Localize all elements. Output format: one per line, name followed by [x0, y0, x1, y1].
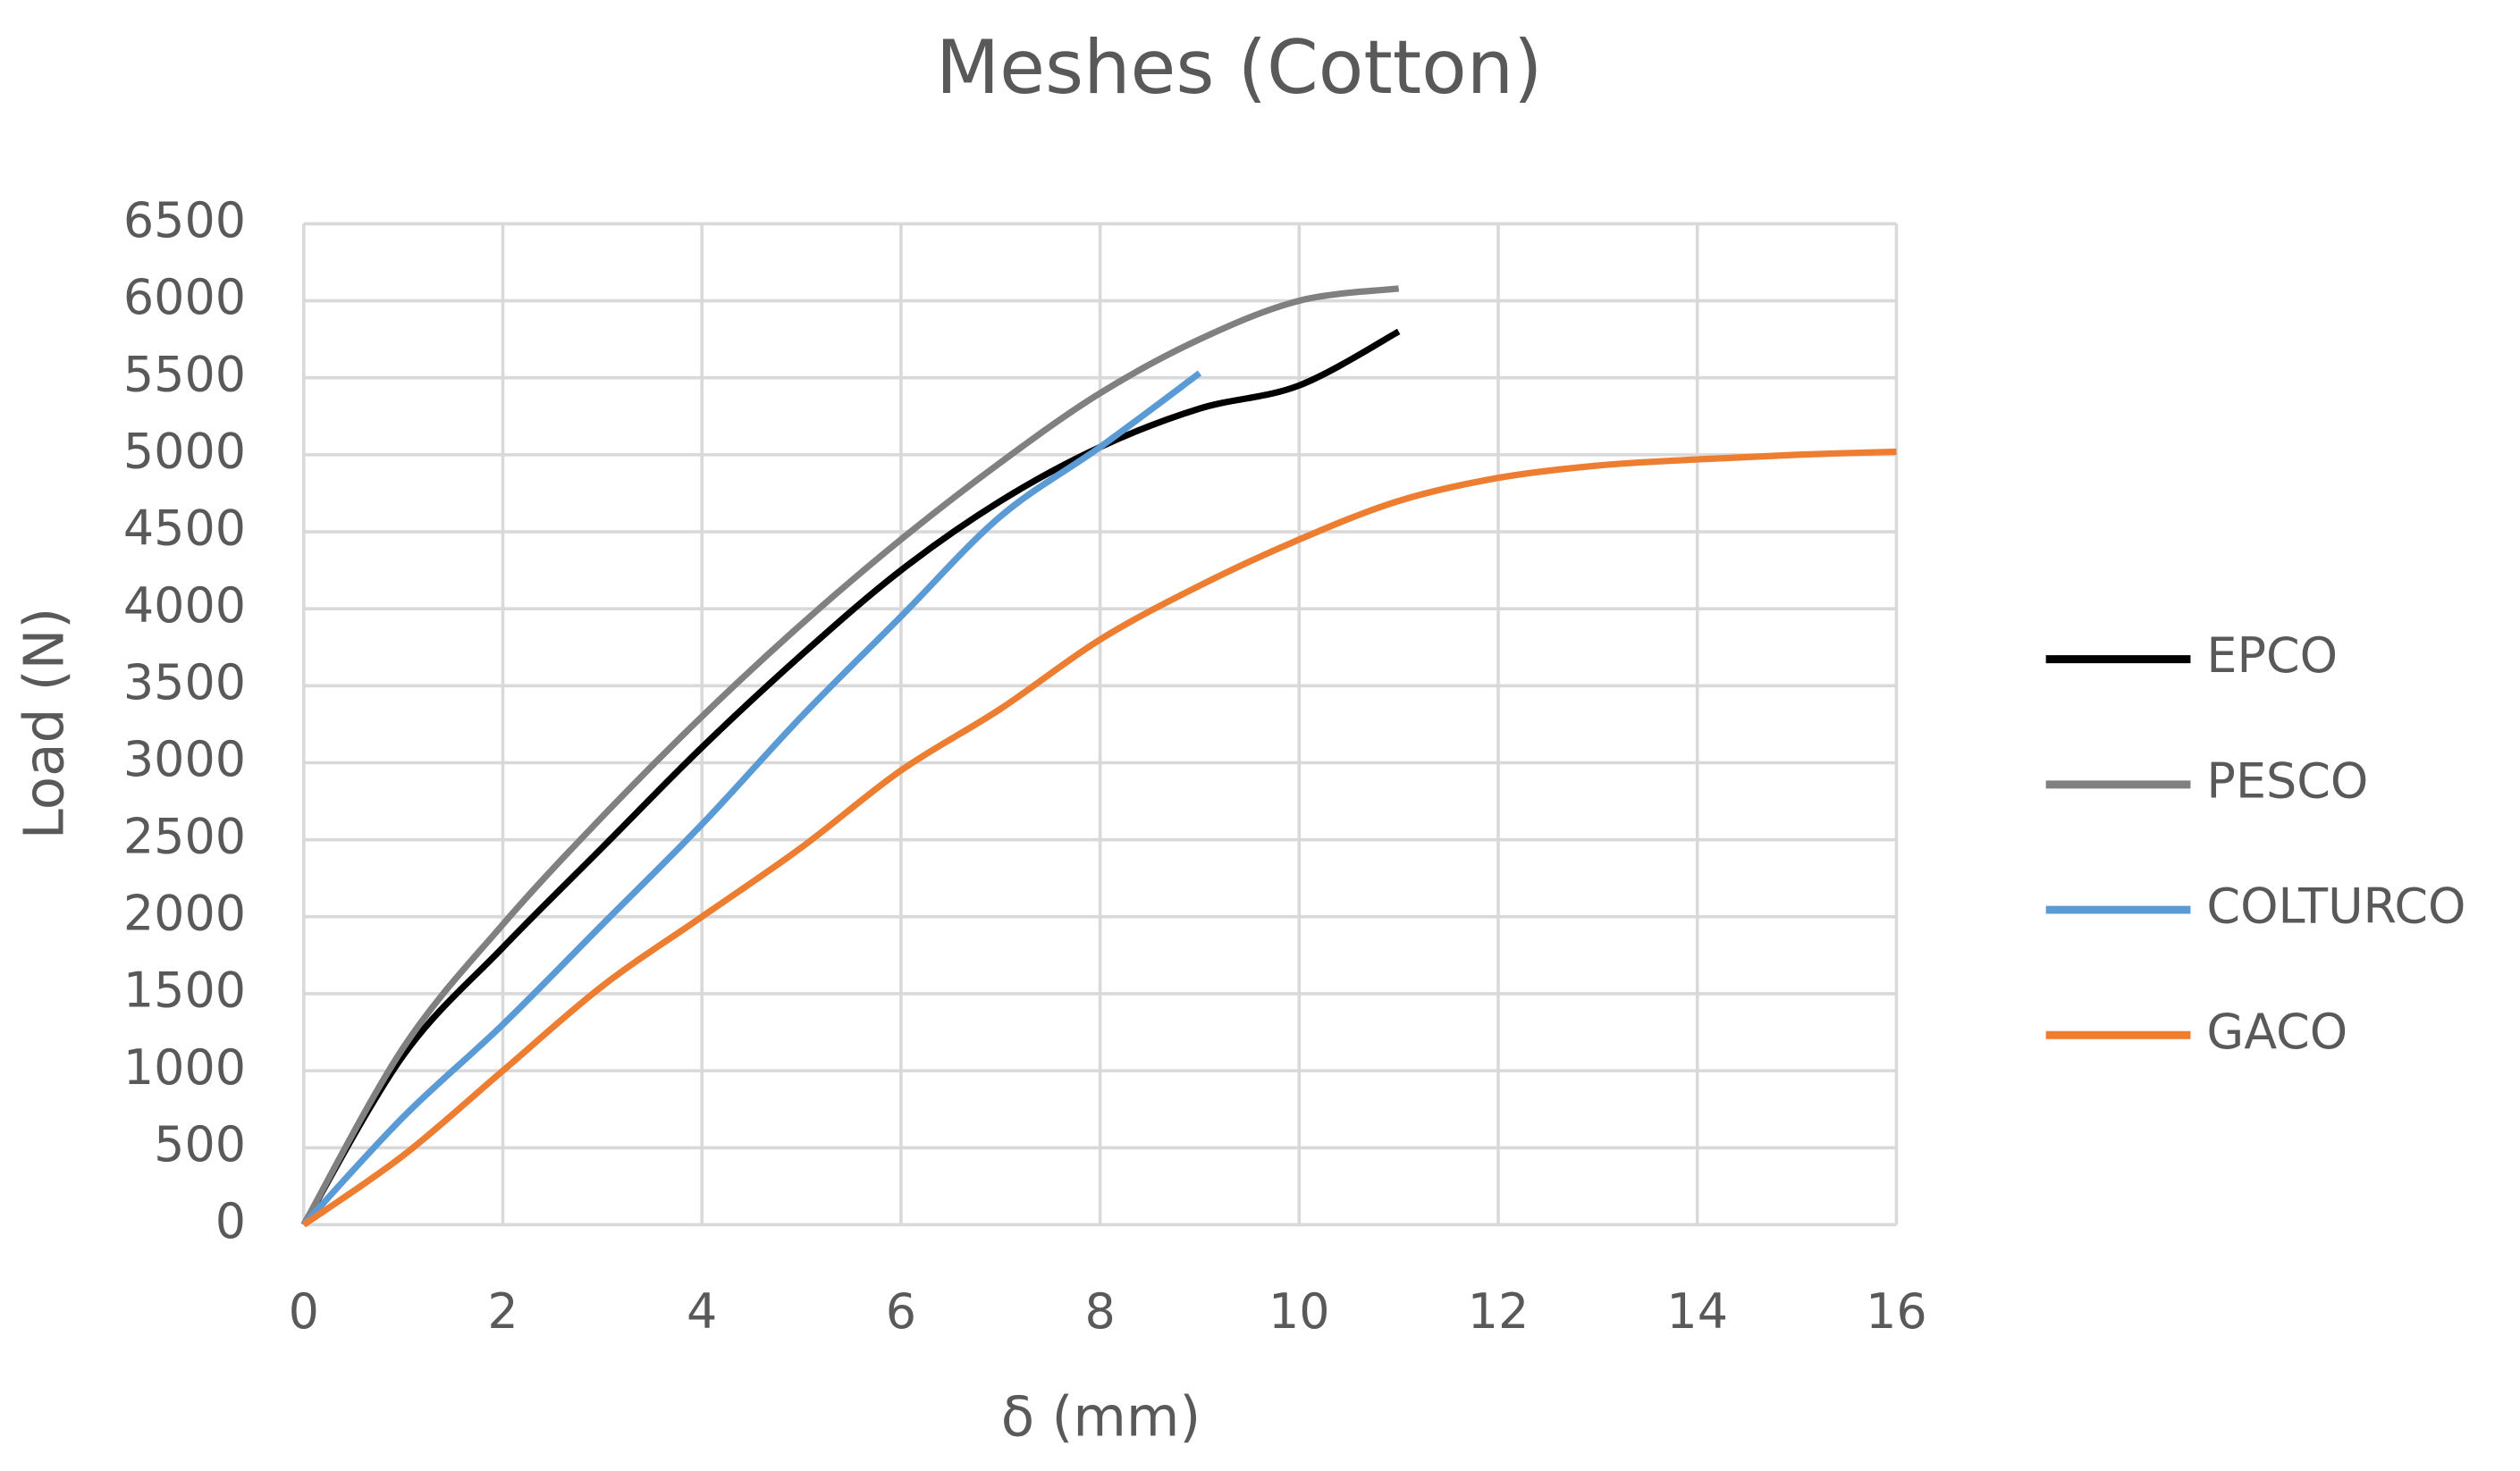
y-tick-label: 500 — [154, 1116, 246, 1173]
legend-label: PESCO — [2206, 752, 2368, 809]
y-tick-label: 6000 — [123, 269, 246, 325]
y-tick-label: 4500 — [123, 500, 246, 557]
x-tick-label: 2 — [487, 1283, 518, 1340]
x-tick-label: 4 — [687, 1283, 717, 1340]
y-tick-label: 4000 — [123, 577, 246, 634]
y-tick-label: 5500 — [123, 346, 246, 402]
x-tick-label: 16 — [1866, 1283, 1927, 1340]
x-tick-label: 14 — [1666, 1283, 1728, 1340]
legend-label: COLTURCO — [2206, 878, 2465, 935]
x-tick-label: 0 — [289, 1283, 319, 1340]
x-tick-label: 12 — [1468, 1283, 1530, 1340]
y-axis-label: Load (N) — [13, 608, 77, 839]
series-line — [300, 285, 1400, 1227]
x-tick-label: 10 — [1268, 1283, 1330, 1340]
x-tick-label: 8 — [1084, 1283, 1115, 1340]
series-line — [301, 370, 1202, 1227]
series-line — [301, 448, 1897, 1228]
y-tick-label: 3000 — [123, 731, 246, 787]
y-tick-label: 0 — [215, 1193, 246, 1249]
series-line — [300, 328, 1401, 1227]
y-tick-label: 3500 — [123, 654, 246, 710]
y-tick-label: 6500 — [123, 192, 246, 248]
y-tick-label: 2500 — [123, 808, 246, 864]
chart-title: Meshes (Cotton) — [936, 24, 1543, 111]
legend-label: GACO — [2206, 1004, 2347, 1060]
x-axis-label: δ (mm) — [1001, 1385, 1201, 1449]
y-tick-label: 1500 — [123, 962, 246, 1019]
x-tick-label: 6 — [886, 1283, 916, 1340]
legend-label: EPCO — [2206, 627, 2338, 684]
y-tick-label: 2000 — [123, 885, 246, 941]
y-tick-label: 5000 — [123, 424, 246, 480]
y-tick-label: 1000 — [123, 1039, 246, 1096]
